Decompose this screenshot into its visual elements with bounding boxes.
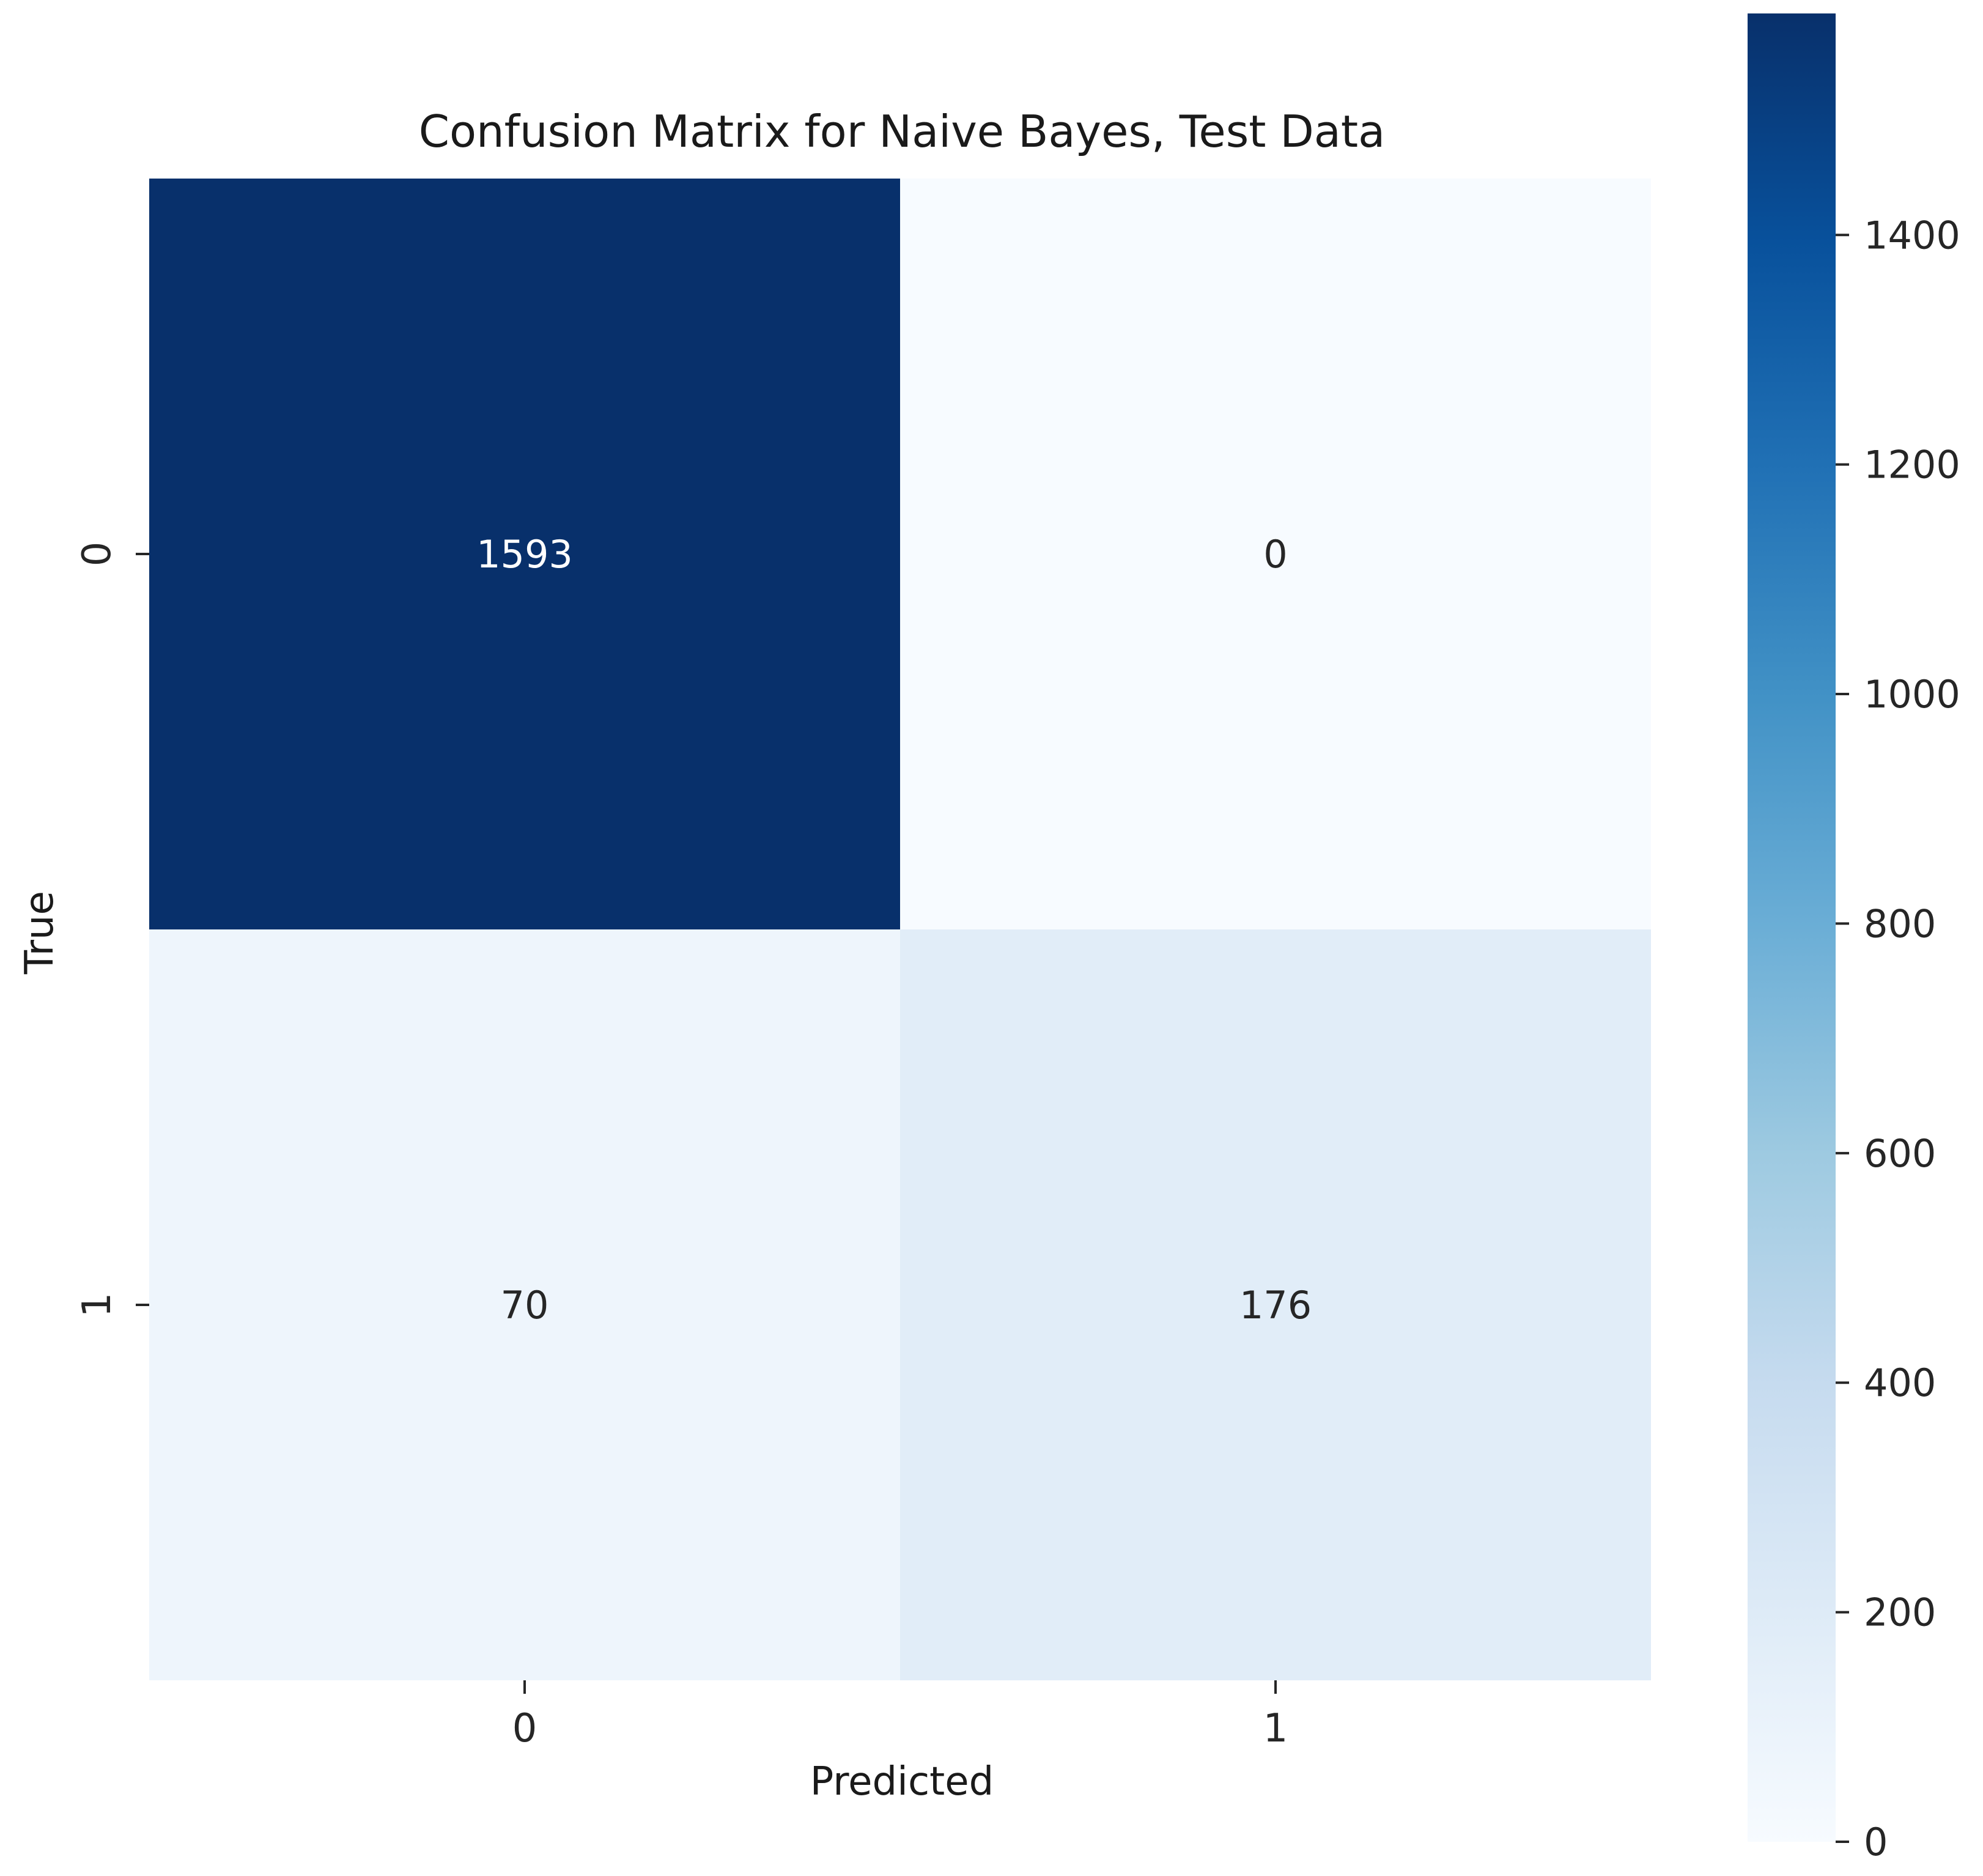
colorbar-tick-label: 1400 — [1864, 213, 1960, 257]
colorbar: 0 200 400 600 800 1000 1200 1400 — [1748, 13, 1960, 1864]
heatmap-cell — [900, 179, 1651, 929]
heatmap-cell — [900, 929, 1651, 1680]
cell-value-label: 70 — [501, 1283, 549, 1328]
y-tick-label: 1 — [75, 1293, 120, 1318]
cell-annotations: 1593 0 70 176 — [476, 532, 1312, 1328]
cell-value-label: 1593 — [476, 532, 573, 577]
colorbar-tick-label: 1000 — [1864, 672, 1960, 717]
x-tick-label: 0 — [512, 1706, 537, 1751]
colorbar-tick-label: 0 — [1864, 1820, 1888, 1864]
colorbar-tick-label: 600 — [1864, 1131, 1936, 1176]
heatmap-cell — [149, 179, 900, 929]
y-tick-label: 0 — [75, 542, 120, 567]
y-axis: 01 — [75, 542, 149, 1318]
heatmap-cell — [149, 929, 900, 1680]
x-axis-label: Predicted — [810, 1759, 994, 1804]
chart-title: Confusion Matrix for Naive Bayes, Test D… — [419, 106, 1386, 157]
colorbar-tick-label: 1200 — [1864, 443, 1960, 487]
y-axis-label: True — [17, 891, 62, 975]
colorbar-gradient — [1748, 13, 1836, 1842]
colorbar-tick-label: 800 — [1864, 901, 1936, 946]
heatmap-cells — [149, 179, 1651, 1680]
x-tick-label: 1 — [1263, 1706, 1288, 1751]
colorbar-tick-label: 400 — [1864, 1361, 1936, 1405]
cell-value-label: 0 — [1263, 532, 1287, 577]
colorbar-tick-label: 200 — [1864, 1590, 1936, 1635]
cell-value-label: 176 — [1239, 1283, 1312, 1328]
